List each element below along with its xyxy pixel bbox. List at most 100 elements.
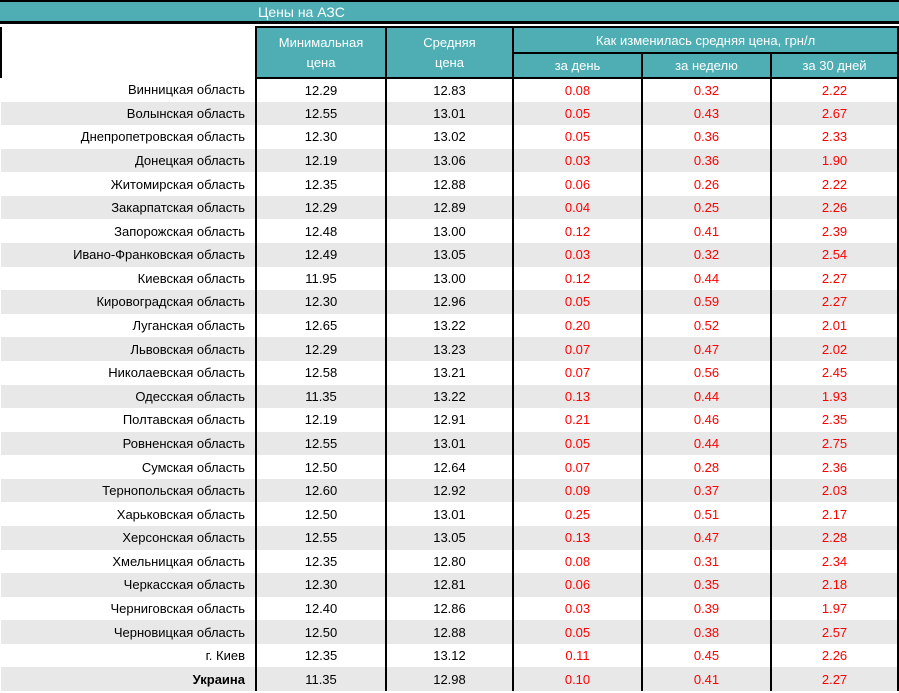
- table-row: Сумская область 12.50 12.64 0.07 0.28 2.…: [1, 455, 899, 479]
- avg-price-value: 12.81: [385, 573, 514, 597]
- avg-price-value: 13.21: [385, 360, 514, 385]
- change-month-value: 1.97: [769, 596, 899, 621]
- avg-price-value: 13.02: [385, 125, 514, 149]
- change-day-value: 0.13: [512, 525, 643, 550]
- table-row: Черновицкая область 12.50 12.88 0.05 0.3…: [1, 620, 899, 644]
- region-name: Кировоградская область: [1, 290, 256, 314]
- change-month-value: 2.45: [769, 360, 899, 385]
- min-price-value: 12.65: [255, 313, 387, 338]
- avg-price-value: 12.80: [385, 549, 514, 574]
- change-day-value: 0.11: [512, 643, 643, 668]
- change-month-value: 1.90: [769, 148, 899, 173]
- table-row: Полтавская область 12.19 12.91 0.21 0.46…: [1, 408, 899, 432]
- region-name: Черновицкая область: [1, 620, 256, 644]
- avg-price-value: 13.01: [385, 101, 514, 126]
- change-month-value: 2.26: [769, 643, 899, 668]
- change-week-value: 0.43: [641, 101, 772, 126]
- change-month-value: 2.75: [769, 431, 899, 456]
- region-name: Донецкая область: [1, 148, 256, 173]
- avg-price-value: 12.98: [385, 667, 514, 692]
- region-name: г. Киев: [205, 648, 245, 664]
- change-month-value: 2.02: [769, 337, 899, 361]
- avg-price-value: 13.05: [385, 243, 514, 267]
- region-name: Сумская область: [141, 459, 245, 475]
- table-row: Днепропетровская область 12.30 13.02 0.0…: [1, 125, 899, 149]
- min-price-value: 12.58: [255, 360, 387, 385]
- change-month-value: 2.17: [769, 502, 899, 526]
- avg-price-value: 12.88: [385, 172, 514, 196]
- change-day-value: 0.05: [512, 431, 643, 456]
- avg-price-value: 13.05: [385, 525, 514, 550]
- avg-price-value: 12.88: [385, 620, 514, 644]
- min-price-value: 12.55: [255, 525, 387, 550]
- min-price-value: 12.35: [255, 643, 387, 668]
- change-day-value: 0.06: [512, 573, 643, 597]
- change-day-value: 0.05: [512, 101, 643, 126]
- min-price-value: 12.19: [255, 408, 387, 432]
- change-week-value: 0.41: [641, 667, 772, 692]
- change-week-value: 0.36: [641, 148, 772, 173]
- min-price-value: 12.50: [255, 620, 387, 644]
- region-name: Полтавская область: [122, 412, 245, 428]
- avg-price-value: 13.22: [385, 313, 514, 338]
- region-name: Херсонская область: [1, 525, 256, 550]
- table-row: Ровненская область 12.55 13.01 0.05 0.44…: [1, 431, 899, 456]
- table-row: Киевская область 11.95 13.00 0.12 0.44 2…: [1, 266, 899, 291]
- min-price-value: 11.35: [255, 667, 387, 692]
- change-day-value: 0.08: [512, 78, 643, 102]
- change-month-value: 2.36: [769, 455, 899, 479]
- table-row: г. Киев 12.35 13.12 0.11 0.45 2.26: [1, 643, 899, 668]
- table-row: Закарпатская область 12.29 12.89 0.04 0.…: [1, 195, 899, 220]
- avg-price-value: 12.92: [385, 478, 514, 503]
- min-price-value: 11.35: [255, 384, 387, 409]
- min-price-value: 12.40: [255, 596, 387, 621]
- table-row: Украина 11.35 12.98 0.10 0.41 2.27: [1, 667, 899, 692]
- change-day-value: 0.09: [512, 478, 643, 503]
- change-day-header: за день: [512, 52, 643, 79]
- min-price-value: 12.60: [255, 478, 387, 503]
- change-day-value: 0.05: [512, 290, 643, 314]
- change-month-value: 2.39: [769, 219, 899, 244]
- table-row: Харьковская область 12.50 13.01 0.25 0.5…: [1, 502, 899, 526]
- avg-price-header: Средняя цена: [385, 26, 514, 79]
- change-month-value: 2.27: [769, 290, 899, 314]
- min-price-value: 12.30: [255, 125, 387, 149]
- min-price-value: 12.35: [255, 549, 387, 574]
- change-week-value: 0.44: [641, 431, 772, 456]
- region-name: Львовская область: [1, 337, 256, 361]
- change-week-value: 0.39: [641, 596, 772, 621]
- change-day-value: 0.20: [512, 313, 643, 338]
- change-month-value: 2.18: [769, 573, 899, 597]
- change-week-value: 0.56: [641, 360, 772, 385]
- change-day-value: 0.21: [512, 408, 643, 432]
- change-week-value: 0.47: [641, 337, 772, 361]
- min-price-value: 12.48: [255, 219, 387, 244]
- avg-price-value: 12.91: [385, 408, 514, 432]
- change-month-value: 2.27: [769, 266, 899, 291]
- change-day-value: 0.12: [512, 219, 643, 244]
- change-group-header: Как изменилась средняя цена, грн/л: [511, 26, 899, 54]
- region-name: Винницкая область: [128, 82, 245, 98]
- change-week-value: 0.28: [641, 455, 772, 479]
- change-day-value: 0.03: [512, 596, 643, 621]
- change-day-value: 0.03: [512, 148, 643, 173]
- change-week-value: 0.44: [641, 266, 772, 291]
- table-row: Ивано-Франковская область 12.49 13.05 0.…: [1, 243, 899, 267]
- change-day-value: 0.13: [512, 384, 643, 409]
- region-name: Тернопольская область: [1, 478, 256, 503]
- region-name: Украина: [1, 667, 256, 692]
- change-month-value: 2.54: [769, 243, 899, 267]
- table-row: Херсонская область 12.55 13.05 0.13 0.47…: [1, 525, 899, 550]
- table-title-bar: Цены на АЗС: [0, 2, 899, 24]
- change-week-value: 0.26: [641, 172, 772, 196]
- avg-price-value: 13.01: [385, 502, 514, 526]
- avg-price-value: 13.01: [385, 431, 514, 456]
- change-week-value: 0.41: [641, 219, 772, 244]
- change-week-header: за неделю: [641, 52, 772, 79]
- min-price-value: 12.50: [255, 502, 387, 526]
- change-day-value: 0.12: [512, 266, 643, 291]
- change-week-value: 0.32: [641, 78, 772, 102]
- change-month-value: 2.22: [769, 172, 899, 196]
- change-week-value: 0.46: [641, 408, 772, 432]
- change-day-value: 0.08: [512, 549, 643, 574]
